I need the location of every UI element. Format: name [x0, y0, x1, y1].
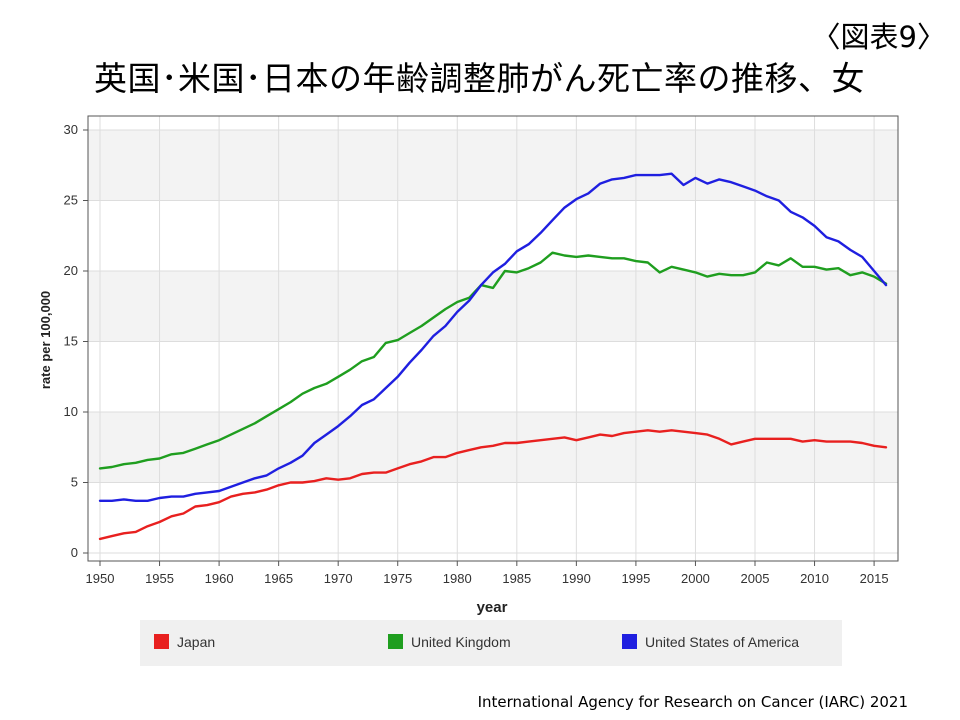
y-tick-label: 20	[64, 263, 78, 278]
plot-band	[88, 412, 898, 483]
y-tick-label: 25	[64, 193, 78, 208]
legend-label: United Kingdom	[411, 634, 511, 650]
y-tick-label: 5	[71, 475, 78, 490]
x-tick-label: 1950	[86, 571, 115, 586]
line-chart: 1950 1955 1960 1965 1970 1975 1980 1985 1990 1995…	[38, 115, 899, 666]
x-tick-label: 1960	[205, 571, 234, 586]
legend-swatch	[388, 634, 403, 649]
y-tick-label: 30	[64, 122, 78, 137]
plot-bands	[88, 116, 898, 561]
plot-frame	[87, 115, 899, 562]
series-lines	[98, 172, 888, 541]
x-tick-label: 2015	[860, 571, 889, 586]
page-title: 英国･米国･日本の年齢調整肺がん死亡率の推移、女	[94, 59, 865, 98]
legend-label: Japan	[177, 634, 215, 650]
y-tick-label: 15	[64, 334, 78, 349]
x-tick-label: 1965	[264, 571, 293, 586]
x-axis-ticks: 1950 1955 1960 1965 1970 1975 1980 1985 1990 1995…	[86, 561, 889, 586]
legend-swatch	[154, 634, 169, 649]
source-note: International Agency for Research on Can…	[477, 693, 908, 711]
x-tick-label: 1955	[145, 571, 174, 586]
x-tick-label: 2000	[681, 571, 710, 586]
plot-band	[88, 271, 898, 342]
x-tick-label: 2010	[800, 571, 829, 586]
series-line-united-states-of-america	[98, 172, 888, 502]
plot-band	[88, 116, 898, 130]
series-line-japan	[98, 429, 888, 541]
figure-label: 〈図表9〉	[811, 20, 946, 54]
y-axis-ticks: 0 5 10 15 20 25 30	[64, 122, 88, 560]
x-tick-label: 1990	[562, 571, 591, 586]
legend-background	[140, 620, 842, 666]
legend-swatch	[622, 634, 637, 649]
x-tick-label: 2005	[741, 571, 770, 586]
x-tick-label: 1975	[383, 571, 412, 586]
series-line-united-kingdom	[98, 251, 888, 470]
y-axis-label: rate per 100,000	[38, 291, 53, 389]
plot-band	[88, 130, 898, 201]
y-tick-label: 0	[71, 545, 78, 560]
y-tick-label: 10	[64, 404, 78, 419]
x-axis-label: year	[477, 599, 508, 616]
x-tick-label: 1970	[324, 571, 353, 586]
x-tick-label: 1985	[502, 571, 531, 586]
x-tick-label: 1980	[443, 571, 472, 586]
grid-lines	[88, 116, 898, 561]
legend-label: United States of America	[645, 634, 799, 650]
x-tick-label: 1995	[621, 571, 650, 586]
legend: Japan United Kingdom United States of Amer…	[140, 620, 842, 666]
